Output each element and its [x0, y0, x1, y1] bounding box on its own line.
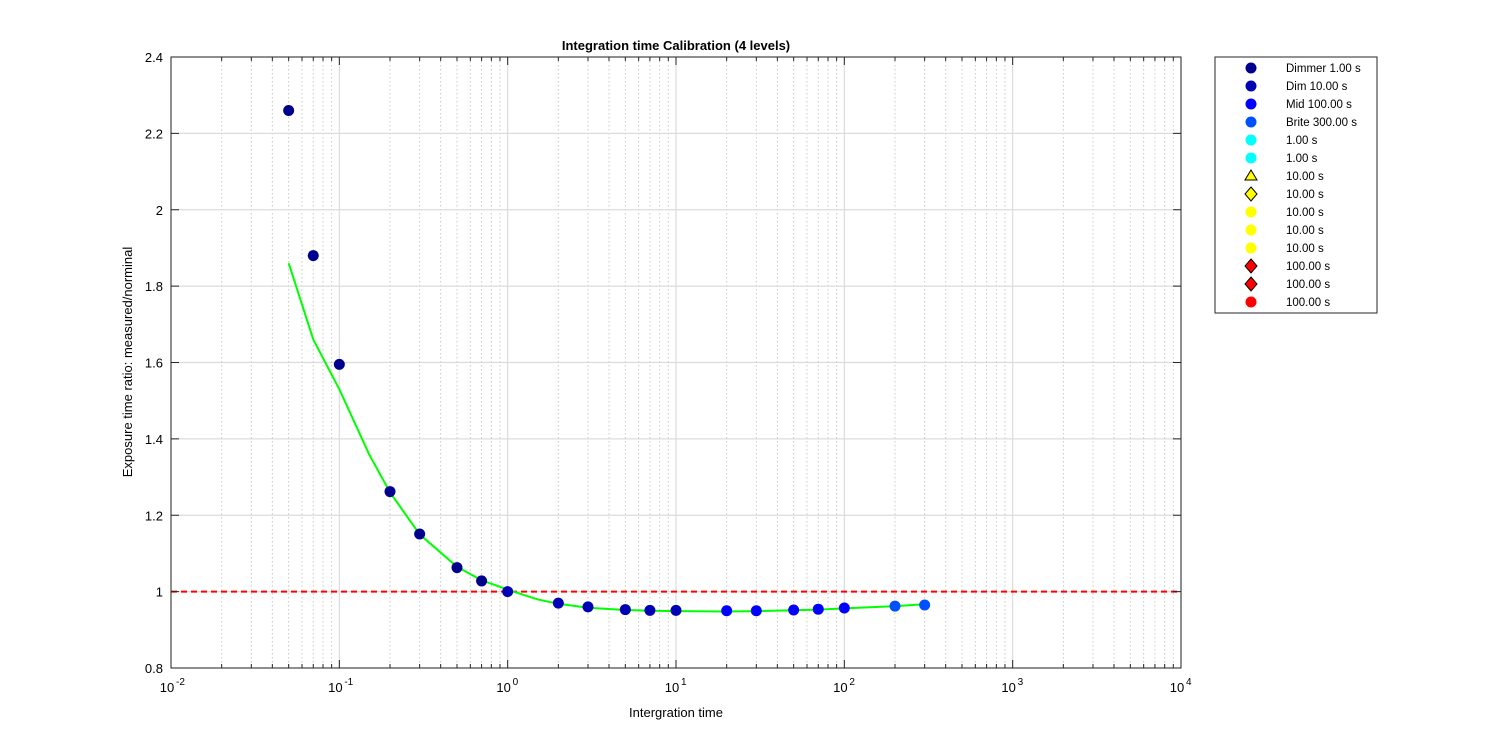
data-point — [919, 599, 931, 611]
data-point — [307, 250, 319, 262]
legend-marker — [1245, 242, 1257, 254]
x-tick-label-exponent: -2 — [176, 677, 185, 688]
data-point — [670, 604, 682, 616]
x-tick-label: 10 2 — [833, 677, 855, 695]
y-tick-label: 2.2 — [145, 126, 163, 141]
legend-entry-label: 10.00 s — [1286, 171, 1324, 183]
x-tick-label: 10 1 — [665, 677, 687, 695]
x-tick-label-exponent: -1 — [344, 677, 353, 688]
chart-title: Integration time Calibration (4 levels) — [562, 38, 790, 53]
x-tick-label-exponent: 2 — [849, 677, 855, 688]
data-point — [414, 528, 426, 540]
legend-marker — [1245, 296, 1257, 308]
x-tick-label: 10 -1 — [328, 677, 354, 695]
grid-lines — [170, 56, 1182, 669]
x-tick-label-base: 10 — [160, 680, 174, 695]
data-point — [889, 600, 901, 612]
data-point — [502, 586, 514, 598]
data-point — [838, 602, 850, 614]
y-tick-label: 1.2 — [145, 508, 163, 523]
legend-marker — [1245, 80, 1257, 92]
legend-marker — [1245, 224, 1257, 236]
x-tick-label: 10 -2 — [160, 677, 186, 695]
legend-entry-label: 10.00 s — [1286, 225, 1324, 237]
data-point — [750, 605, 762, 617]
x-tick-label-exponent: 3 — [1018, 677, 1024, 688]
data-point — [451, 562, 463, 574]
legend-entry-label: 100.00 s — [1286, 297, 1330, 309]
data-point — [788, 604, 800, 616]
y-tick-label: 1.4 — [145, 432, 163, 447]
data-point — [384, 486, 396, 498]
legend-marker — [1245, 206, 1257, 218]
data-point — [552, 597, 564, 609]
legend-entry-label: 100.00 s — [1286, 261, 1330, 273]
x-tick-label-exponent: 0 — [513, 677, 519, 688]
legend-entry-label: Dimmer 1.00 s — [1286, 63, 1361, 75]
data-point — [333, 358, 345, 370]
x-axis-label: Intergration time — [629, 705, 723, 720]
fit-curve-layer — [287, 262, 925, 613]
x-tick-label-base: 10 — [496, 680, 510, 695]
legend-entry-label: 10.00 s — [1286, 207, 1324, 219]
y-tick-label: 0.8 — [145, 661, 163, 676]
x-tick-label-base: 10 — [833, 680, 847, 695]
legend-entry-label: 10.00 s — [1286, 189, 1324, 201]
y-tick-label: 2.4 — [145, 50, 163, 65]
x-tick-label-base: 10 — [328, 680, 342, 695]
legend-entry-label: 100.00 s — [1286, 279, 1330, 291]
legend-marker — [1245, 152, 1257, 164]
legend-entry-label: Brite 300.00 s — [1286, 117, 1357, 129]
legend-marker — [1244, 258, 1258, 274]
data-point — [619, 604, 631, 616]
x-tick-label-exponent: 1 — [681, 677, 687, 688]
data-point — [812, 603, 824, 615]
y-tick-label: 1.8 — [145, 279, 163, 294]
legend-marker — [1244, 169, 1258, 181]
x-tick-label-exponent: 4 — [1186, 677, 1192, 688]
y-tick-label: 1 — [156, 585, 163, 600]
x-tick-label: 10 0 — [496, 677, 518, 695]
x-tick-label-base: 10 — [1170, 680, 1184, 695]
x-tick-label: 10 4 — [1170, 677, 1192, 695]
legend-entry-label: Mid 100.00 s — [1286, 99, 1352, 111]
data-points-layer — [283, 104, 931, 617]
data-point — [582, 601, 594, 613]
x-tick-label-base: 10 — [665, 680, 679, 695]
legend-marker — [1245, 98, 1257, 110]
legend-box — [1214, 56, 1378, 314]
legend-entry-label: 1.00 s — [1286, 153, 1318, 165]
x-tick-labels: 10 -2 10 -1 10 0 10 1 10 2 10 3 10 4 — [160, 677, 1192, 695]
y-axis-label: Exposure time ratio: measured/norminal — [120, 247, 135, 478]
x-tick-label: 10 3 — [1001, 677, 1023, 695]
data-point — [283, 104, 295, 116]
legend-marker — [1245, 62, 1257, 74]
x-tick-label-base: 10 — [1001, 680, 1015, 695]
legend: Dimmer 1.00 s Dim 10.00 s Mid 100.00 s Brit… — [1214, 56, 1378, 314]
y-tick-label: 2 — [156, 203, 163, 218]
legend-entry-label: 10.00 s — [1286, 243, 1324, 255]
y-tick-label: 1.6 — [145, 356, 163, 371]
data-point — [721, 605, 733, 617]
legend-marker — [1245, 116, 1257, 128]
legend-marker — [1244, 276, 1258, 292]
legend-marker — [1245, 134, 1257, 146]
y-tick-labels: 0.8 1 1.2 1.4 1.6 1.8 2 2.2 2.4 — [145, 50, 163, 676]
fit-curve — [287, 262, 925, 613]
data-point — [476, 575, 488, 587]
axis-ticks — [170, 56, 1182, 669]
legend-entry-label: Dim 10.00 s — [1286, 81, 1348, 93]
legend-entry-label: 1.00 s — [1286, 135, 1318, 147]
data-point — [644, 604, 656, 616]
legend-marker — [1244, 186, 1258, 202]
